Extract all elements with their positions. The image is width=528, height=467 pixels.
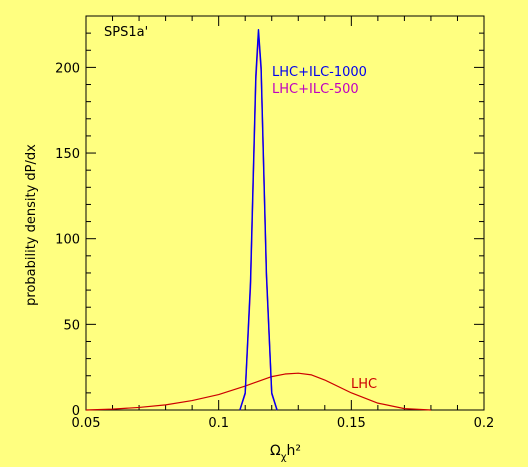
x-tick-label: 0.15 — [337, 416, 366, 431]
curve-lhc — [85, 372, 431, 411]
legend-lhc: LHC — [351, 377, 377, 392]
panel-label: SPS1a' — [104, 25, 148, 40]
y-tick-label: 150 — [55, 147, 80, 162]
y-tick-label: 50 — [63, 318, 80, 333]
curve-lhc-ilc-1000 — [239, 29, 278, 411]
curves — [85, 29, 431, 411]
x-axis-label-tail: h² — [286, 443, 301, 459]
x-axis-label: Ωχh² — [270, 443, 301, 463]
legend-lhc-ilc-1000: LHC+ILC-1000 — [272, 65, 367, 80]
x-axis-label-subscript: χ — [281, 452, 287, 463]
plot-frame — [85, 15, 485, 411]
y-axis-label: probability density dP/dx — [24, 144, 39, 306]
y-tick-label: 200 — [55, 61, 80, 76]
x-tick-label: 0.05 — [72, 416, 101, 431]
legend-lhc-ilc-500: LHC+ILC-500 — [272, 82, 359, 97]
x-axis-label-omega: Ω — [270, 443, 281, 459]
y-tick-label: 0 — [72, 404, 80, 419]
axis-ticks: 0.05 0.1 0.15 0.2 0 50 100 150 200 — [55, 15, 495, 431]
x-tick-label: 0.1 — [208, 416, 229, 431]
x-tick-label: 0.2 — [474, 416, 495, 431]
y-tick-label: 100 — [55, 233, 80, 248]
